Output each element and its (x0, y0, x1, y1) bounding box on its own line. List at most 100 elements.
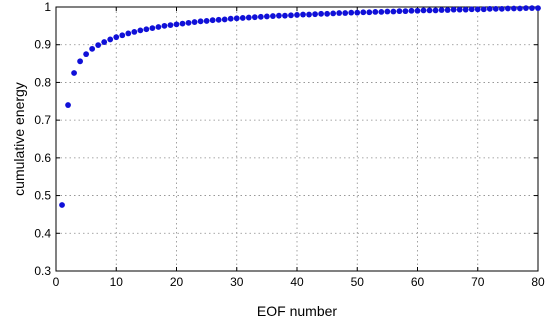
data-point (444, 7, 451, 13)
data-point (288, 12, 294, 19)
data-point (492, 5, 499, 12)
data-point (161, 22, 168, 29)
data-point (462, 6, 469, 13)
data-point (517, 5, 523, 12)
data-point (378, 9, 385, 15)
data-point (529, 5, 535, 12)
y-tick-label: 0.8 (34, 75, 51, 89)
data-point (155, 24, 162, 30)
data-point (77, 58, 83, 65)
data-point (191, 19, 198, 25)
data-point (432, 7, 439, 14)
x-tick-label: 50 (351, 275, 365, 289)
x-tick-label: 40 (290, 275, 304, 289)
data-point (306, 11, 312, 18)
data-point (95, 42, 102, 48)
data-point (396, 8, 403, 15)
data-point (173, 21, 180, 28)
data-point (59, 202, 65, 208)
data-point (282, 12, 288, 19)
data-point (203, 18, 210, 24)
data-point (263, 13, 270, 20)
y-tick-label: 0.3 (34, 264, 51, 278)
x-tick-label: 0 (53, 275, 60, 289)
data-point (480, 6, 487, 13)
data-point (83, 51, 90, 58)
x-tick-label: 30 (230, 275, 244, 289)
y-tick-label: 0.4 (34, 226, 51, 240)
data-point (113, 34, 120, 41)
data-point (414, 7, 421, 14)
y-tick-label: 0.7 (34, 113, 51, 127)
data-point (233, 15, 240, 22)
data-point (276, 12, 282, 19)
data-point (239, 15, 246, 21)
data-point (270, 13, 276, 19)
data-point (143, 26, 150, 33)
data-point (384, 8, 391, 15)
grid-layer (56, 7, 538, 271)
data-point (221, 16, 228, 23)
data-point (456, 6, 463, 13)
data-point (348, 9, 355, 16)
data-point (294, 12, 300, 18)
data-point (101, 39, 108, 45)
y-tick-label: 1 (44, 0, 51, 14)
data-point (402, 8, 409, 15)
data-point (450, 6, 457, 13)
data-point (71, 70, 77, 76)
data-point (149, 25, 156, 32)
data-point (468, 6, 475, 13)
data-point (179, 20, 186, 27)
data-point (125, 30, 132, 37)
data-point (360, 9, 367, 16)
data-point (336, 10, 343, 16)
y-tick-label: 0.6 (34, 151, 51, 165)
x-tick-label: 10 (110, 275, 124, 289)
data-point (107, 36, 114, 43)
data-point (257, 13, 264, 20)
data-point (511, 5, 517, 12)
data-point (65, 102, 71, 108)
y-axis-title: cumulative energy (11, 82, 27, 196)
data-point (89, 45, 96, 52)
data-point (215, 16, 222, 23)
x-tick-label: 80 (531, 275, 545, 289)
data-point (486, 5, 493, 12)
data-point (209, 17, 216, 24)
data-point (474, 6, 481, 13)
data-point (227, 15, 234, 22)
data-point (197, 18, 204, 25)
data-point (342, 10, 349, 16)
data-point (119, 32, 126, 39)
data-point (137, 27, 144, 34)
data-point (251, 14, 258, 21)
y-tick-label: 0.5 (34, 189, 51, 203)
data-point (420, 7, 427, 14)
y-tick-label: 0.9 (34, 38, 51, 52)
data-point (372, 9, 379, 15)
data-point (185, 19, 192, 26)
data-point (131, 28, 138, 35)
data-point (498, 5, 505, 12)
data-point (390, 8, 397, 15)
data-point (245, 14, 252, 21)
data-point (523, 5, 529, 12)
x-tick-label: 70 (471, 275, 485, 289)
x-axis-title: EOF number (257, 303, 337, 319)
data-point (438, 7, 445, 13)
data-point (324, 10, 331, 17)
x-tick-label: 20 (170, 275, 184, 289)
data-point (535, 5, 541, 12)
data-point (354, 9, 361, 16)
tick-layer: 0 10 20 30 40 50 60 70 80 0.3 0.4 0.5 0.6 0.7 0.8 0.9 1 (34, 0, 545, 289)
points-layer (59, 5, 541, 208)
data-point (426, 7, 433, 14)
data-point (312, 11, 318, 18)
data-point (300, 11, 306, 18)
data-point (167, 22, 174, 29)
data-point (366, 9, 373, 16)
data-point (318, 10, 324, 17)
data-point (504, 5, 511, 12)
